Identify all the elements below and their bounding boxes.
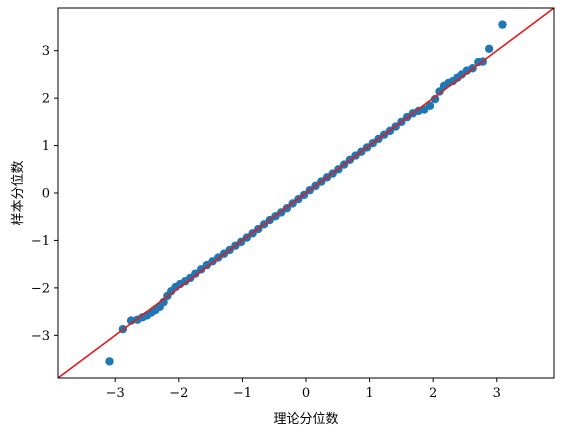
- x-tick-label: 1: [365, 386, 373, 401]
- x-tick-label: −3: [106, 386, 125, 401]
- data-point: [105, 357, 114, 366]
- data-point: [435, 87, 444, 96]
- x-tick-label: 0: [302, 386, 310, 401]
- data-point: [196, 265, 206, 274]
- y-axis-ticks: −3 −2 −1 0 1 2 3: [31, 44, 58, 344]
- data-point: [425, 101, 435, 110]
- y-tick-label: 2: [42, 92, 50, 107]
- y-tick-label: −3: [31, 329, 50, 344]
- x-tick-label: −1: [233, 386, 252, 401]
- data-point: [191, 269, 200, 278]
- x-tick-label: 3: [493, 386, 501, 401]
- x-tick-label: 2: [429, 386, 437, 401]
- y-tick-label: 0: [42, 187, 50, 202]
- x-axis-ticks: −3 −2 −1 0 1 2 3: [106, 378, 501, 401]
- reference-line: [58, 8, 554, 378]
- data-point: [484, 44, 494, 53]
- y-axis-label: 样本分位数: [11, 160, 26, 225]
- x-axis-label: 理论分位数: [273, 412, 338, 427]
- x-tick-label: −2: [169, 386, 188, 401]
- y-tick-label: −1: [31, 234, 50, 249]
- y-tick-label: 1: [42, 139, 50, 154]
- y-tick-label: −2: [31, 281, 50, 296]
- data-point: [430, 94, 440, 104]
- data-point: [498, 20, 507, 29]
- y-tick-label: 3: [42, 44, 50, 59]
